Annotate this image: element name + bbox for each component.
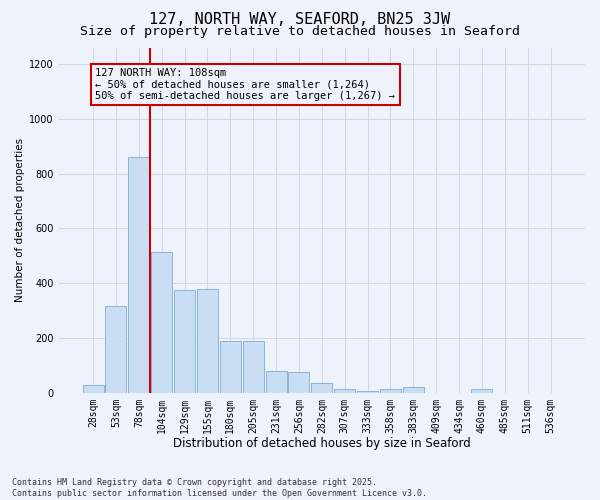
Bar <box>242 340 264 392</box>
Bar <box>106 306 127 392</box>
Bar <box>403 387 424 392</box>
Bar <box>472 390 493 392</box>
Bar <box>151 252 172 392</box>
Text: Size of property relative to detached houses in Seaford: Size of property relative to detached ho… <box>80 25 520 38</box>
Bar <box>174 290 195 392</box>
Bar <box>128 157 149 392</box>
Bar <box>220 340 241 392</box>
Bar <box>334 388 355 392</box>
Bar <box>380 388 401 392</box>
Text: 127, NORTH WAY, SEAFORD, BN25 3JW: 127, NORTH WAY, SEAFORD, BN25 3JW <box>149 12 451 28</box>
Bar <box>197 288 218 393</box>
Y-axis label: Number of detached properties: Number of detached properties <box>15 138 25 302</box>
Bar <box>83 384 104 392</box>
Text: 127 NORTH WAY: 108sqm
← 50% of detached houses are smaller (1,264)
50% of semi-d: 127 NORTH WAY: 108sqm ← 50% of detached … <box>95 68 395 101</box>
Bar <box>289 372 310 392</box>
Bar <box>311 383 332 392</box>
Text: Contains HM Land Registry data © Crown copyright and database right 2025.
Contai: Contains HM Land Registry data © Crown c… <box>12 478 427 498</box>
Bar <box>266 371 287 392</box>
X-axis label: Distribution of detached houses by size in Seaford: Distribution of detached houses by size … <box>173 437 471 450</box>
